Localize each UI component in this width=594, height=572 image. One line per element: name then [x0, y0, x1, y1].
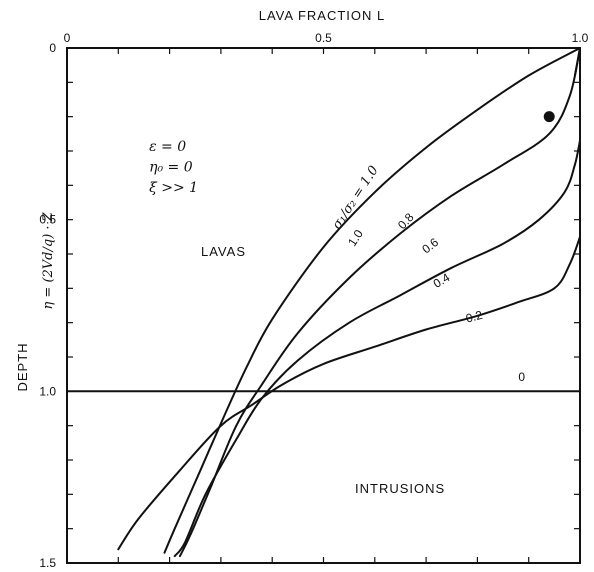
- x-tick-label: 1.0: [572, 31, 589, 45]
- series-line-0-8: [178, 47, 581, 558]
- plot-frame: [66, 47, 581, 564]
- axis-ticks: [67, 48, 580, 563]
- x-tick-label: 0.5: [315, 31, 332, 45]
- series-line-1-0: [163, 47, 581, 554]
- curve-param-label: σ₁/σ₂ = 1.0: [330, 163, 382, 232]
- region-label-intrusions: INTRUSIONS: [355, 481, 445, 496]
- y-tick-label: 1.0: [39, 384, 56, 398]
- curves: [66, 47, 581, 558]
- y-tick-label: 0: [49, 41, 56, 55]
- parameter-annotation: ε = 0: [149, 139, 186, 155]
- point-marker: [543, 111, 555, 123]
- y-axis-equation: η = (2Vd/q) · Z: [41, 211, 56, 309]
- parameter-annotation: η₀ = 0: [149, 160, 193, 176]
- curve-label: 0.8: [395, 210, 417, 232]
- series-line-0-4: [117, 235, 581, 551]
- curve-label: 0.4: [431, 270, 453, 291]
- parameter-annotation: ξ >> 1: [149, 180, 198, 196]
- labels: 0 0.5 1.0 0 0.5 1.0 1.5 1.0 0.80.6 0.4 0.2 0 σ₁/σ₂ =…: [39, 31, 588, 570]
- y-axis-title: DEPTH: [15, 342, 30, 391]
- series-line-0-2: [573, 47, 581, 77]
- x-axis-title: LAVA FRACTION L: [259, 8, 386, 23]
- x-tick-label: 0: [64, 31, 71, 45]
- y-tick-label: 0.5: [39, 213, 56, 227]
- region-label-lavas: LAVAS: [201, 244, 246, 259]
- curve-label: 0.6: [419, 235, 441, 257]
- curve-label: 0.2: [464, 308, 484, 326]
- plot-border: [66, 47, 581, 564]
- y-tick-label: 1.5: [39, 556, 56, 570]
- series-line-0-6: [173, 139, 581, 558]
- curve-label: 0: [518, 370, 525, 384]
- curve-label: 1.0: [345, 227, 366, 249]
